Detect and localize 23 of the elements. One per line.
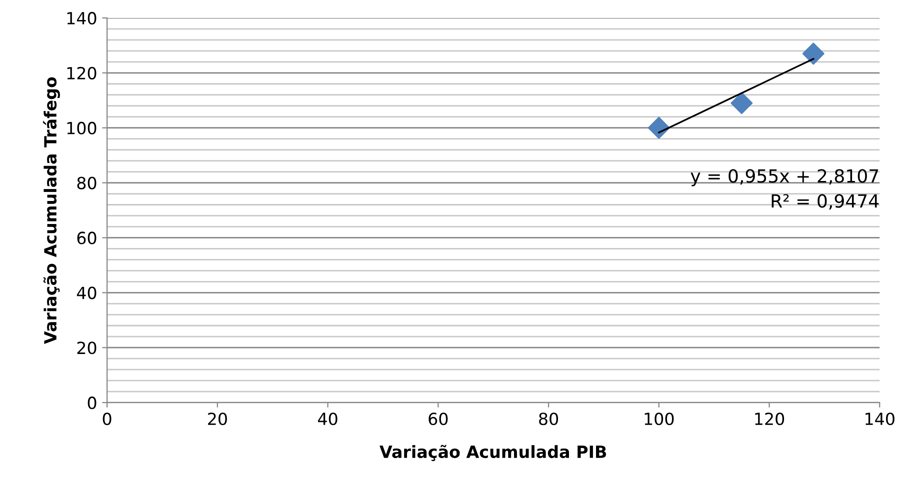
y-tick-label: 0 (88, 396, 96, 410)
y-tick-label: 40 (76, 286, 96, 300)
x-tick-label: 40 (318, 412, 338, 426)
y-tick-label: 140 (67, 12, 96, 25)
y-axis-title: Variação Acumulada Tráfego (43, 77, 60, 344)
y-tick-label: 80 (77, 176, 96, 190)
point (648, 116, 670, 139)
y-tick-label: 60 (77, 232, 96, 244)
x-tick-label: 100 (644, 412, 674, 426)
y-tick-label: 100 (67, 122, 96, 134)
y-tick-label: 120 (67, 66, 96, 80)
x-tick-label: 80 (539, 412, 558, 426)
x-tick-label: 20 (208, 412, 227, 426)
y-tick-label: 20 (77, 342, 96, 354)
x-tick-label: 0 (102, 412, 112, 426)
x-tick-label: 140 (866, 412, 894, 426)
annotation: R² = 0,9474 (772, 194, 879, 210)
x-tick-label: 120 (755, 412, 784, 426)
point (730, 92, 753, 114)
point (802, 42, 824, 65)
x-axis-title: Variação Acumulada PIB (380, 444, 606, 462)
annotation: y = 0,955x + 2,8107 (690, 169, 878, 186)
x-tick-label: 60 (428, 412, 448, 426)
